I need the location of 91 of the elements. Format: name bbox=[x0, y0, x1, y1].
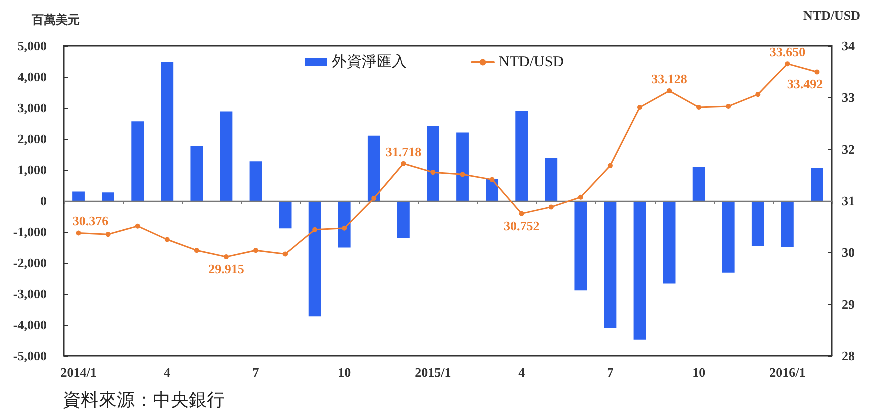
bar bbox=[516, 111, 528, 201]
point bbox=[430, 170, 436, 176]
y-tick-label: -4,000 bbox=[13, 318, 47, 332]
bar bbox=[781, 201, 794, 248]
point bbox=[372, 196, 377, 201]
point bbox=[194, 248, 200, 254]
point bbox=[342, 226, 348, 231]
bar bbox=[486, 178, 499, 201]
bar bbox=[102, 192, 115, 201]
point bbox=[312, 227, 318, 232]
source-note: 資料來源：中央銀行 bbox=[63, 390, 225, 410]
data-label: 33.492 bbox=[787, 76, 824, 92]
point bbox=[224, 254, 229, 260]
point bbox=[608, 163, 613, 168]
point bbox=[638, 104, 642, 110]
data-label: 30.752 bbox=[504, 218, 540, 234]
bar bbox=[308, 201, 322, 317]
y2-tick-label: 33 bbox=[842, 90, 856, 106]
point bbox=[76, 230, 82, 236]
x-tick-label: 4 bbox=[518, 365, 526, 380]
bar bbox=[338, 201, 351, 248]
bar bbox=[190, 146, 204, 201]
point bbox=[756, 92, 761, 98]
y2-tick-label: 34 bbox=[842, 38, 856, 54]
y2-tick-label: 31 bbox=[842, 194, 855, 208]
point bbox=[578, 194, 584, 200]
data-label: 29.915 bbox=[208, 262, 245, 277]
y-tick-label: 1,000 bbox=[18, 162, 47, 178]
x-tick-label: 2015/1 bbox=[415, 365, 452, 380]
data-label: 33.128 bbox=[652, 72, 688, 87]
point bbox=[135, 224, 140, 229]
bar bbox=[574, 201, 588, 291]
bar bbox=[161, 62, 174, 201]
y2-tick-label: 30 bbox=[842, 245, 855, 260]
legend-label: NTD/USD bbox=[499, 54, 564, 70]
bar bbox=[397, 201, 410, 239]
bar bbox=[279, 201, 292, 229]
point bbox=[726, 104, 732, 109]
bar bbox=[604, 201, 617, 328]
point bbox=[254, 248, 258, 254]
point bbox=[814, 70, 820, 75]
y-tick-label: 2,000 bbox=[18, 132, 47, 146]
point bbox=[667, 88, 672, 94]
bar bbox=[663, 201, 676, 284]
point bbox=[106, 232, 111, 238]
y-tick-label: 0 bbox=[40, 194, 47, 208]
x-tick-label: 10 bbox=[338, 365, 352, 380]
point bbox=[785, 62, 790, 67]
bar bbox=[220, 112, 233, 201]
bar bbox=[456, 132, 469, 201]
y2-tick-label: 32 bbox=[842, 142, 855, 157]
bar bbox=[752, 201, 764, 246]
y-tick-label: 3,000 bbox=[18, 100, 47, 116]
y-tick-label: -3,000 bbox=[13, 286, 47, 302]
bar bbox=[427, 126, 440, 201]
data-label: 31.718 bbox=[386, 144, 422, 160]
point bbox=[460, 172, 466, 178]
point bbox=[490, 177, 495, 182]
point bbox=[283, 252, 288, 257]
data-label: 33.650 bbox=[770, 44, 806, 60]
y-tick-label: -1,000 bbox=[13, 224, 47, 240]
y-tick-label: 4,000 bbox=[18, 70, 47, 84]
y2-tick-label: 29 bbox=[842, 296, 856, 312]
x-tick-label: 4 bbox=[164, 365, 172, 380]
y-axis-title: 百萬美元 bbox=[31, 13, 80, 27]
point bbox=[548, 204, 554, 210]
y-tick-label: 5,000 bbox=[18, 38, 47, 54]
x-tick-label: 2014/1 bbox=[60, 365, 97, 380]
x-tick-label: 10 bbox=[692, 365, 706, 380]
x-tick-label: 7 bbox=[252, 365, 260, 380]
legend-label: 外資淨匯入 bbox=[332, 54, 407, 70]
bar bbox=[545, 158, 558, 201]
y-tick-label: -5,000 bbox=[13, 348, 47, 364]
point bbox=[519, 211, 524, 216]
bar bbox=[132, 122, 144, 201]
point bbox=[401, 161, 406, 166]
bar bbox=[634, 201, 646, 340]
y2-axis-title: NTD/USD bbox=[803, 8, 861, 23]
bar bbox=[811, 168, 824, 201]
bar bbox=[722, 201, 735, 273]
data-label: 30.376 bbox=[72, 214, 110, 229]
x-tick-label: 2016/1 bbox=[770, 365, 806, 380]
y2-tick-label: 28 bbox=[842, 348, 856, 364]
bar bbox=[368, 136, 380, 201]
point bbox=[164, 237, 170, 242]
bar bbox=[72, 192, 85, 201]
point bbox=[696, 104, 702, 110]
y-tick-label: -2,000 bbox=[13, 256, 47, 270]
x-tick-label: 7 bbox=[607, 365, 614, 380]
bar bbox=[250, 162, 262, 201]
bar bbox=[692, 167, 706, 201]
